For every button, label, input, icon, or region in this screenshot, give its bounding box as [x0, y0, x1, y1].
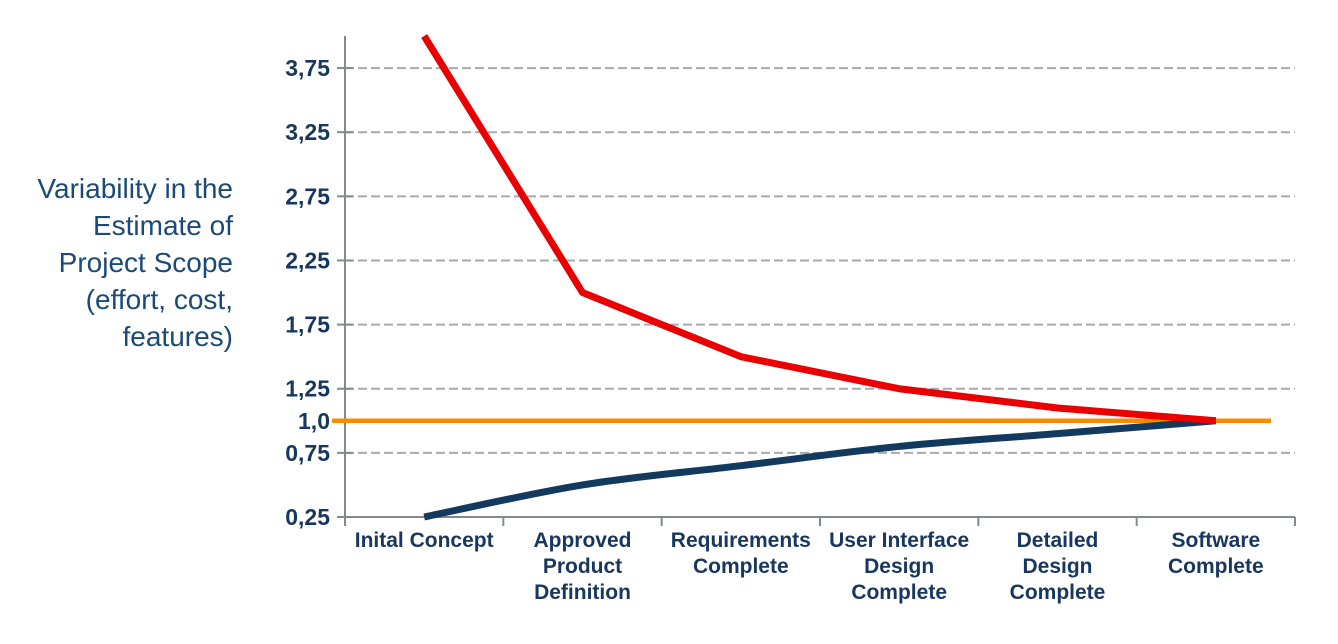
- category-label-line: Inital Concept: [354, 529, 494, 552]
- category-label-line: Definition: [534, 581, 631, 604]
- category-label: User Interface Design Complete: [814, 528, 984, 606]
- y-tick-label: 3,75: [285, 55, 330, 81]
- category-label-line: Complete: [851, 581, 947, 604]
- category-label-line: User Interface: [829, 529, 970, 552]
- category-label-line: Detailed: [1016, 529, 1099, 552]
- y-tick-label: 3,25: [285, 119, 330, 145]
- y-axis-title-line: (effort, cost,: [85, 284, 233, 315]
- y-axis-title-line: Estimate of: [92, 210, 233, 241]
- y-tick-label: 0,75: [285, 440, 330, 466]
- y-tick-label: 1,0: [298, 408, 330, 434]
- category-label-line: Requirements: [670, 529, 811, 552]
- category-label-line: Approved: [533, 529, 632, 552]
- y-axis-title: Variability in the Estimate of Project Sco…: [0, 170, 233, 355]
- category-label-line: Complete: [1009, 581, 1106, 604]
- y-tick-label: 0,25: [285, 504, 330, 530]
- category-label: Requirements Complete: [656, 528, 826, 580]
- y-axis-title-line: Project Scope: [58, 247, 233, 278]
- y-axis-title-line: Variability in the: [37, 173, 233, 204]
- category-label: Approved Product Definition: [498, 528, 668, 606]
- category-label-line: Product: [542, 555, 623, 578]
- category-label-line: Design: [1022, 555, 1093, 578]
- category-label-line: Design: [864, 555, 935, 578]
- lower-estimate-bound-line: [423, 417, 1217, 521]
- y-tick-label: 1,25: [285, 376, 330, 402]
- category-label: Detailed Design Complete: [973, 528, 1143, 606]
- category-label-line: Complete: [1167, 555, 1264, 578]
- y-tick-label: 2,75: [285, 183, 330, 209]
- category-label-line: Complete: [692, 555, 789, 578]
- category-label-line: Software: [1171, 529, 1261, 552]
- y-tick-label: 1,75: [285, 312, 330, 338]
- y-tick-label: 2,25: [285, 247, 330, 273]
- category-label: Inital Concept: [339, 528, 509, 554]
- category-label: Software Complete: [1131, 528, 1301, 580]
- y-axis-title-line: features): [122, 321, 234, 352]
- upper-estimate-bound-line: [421, 34, 1217, 425]
